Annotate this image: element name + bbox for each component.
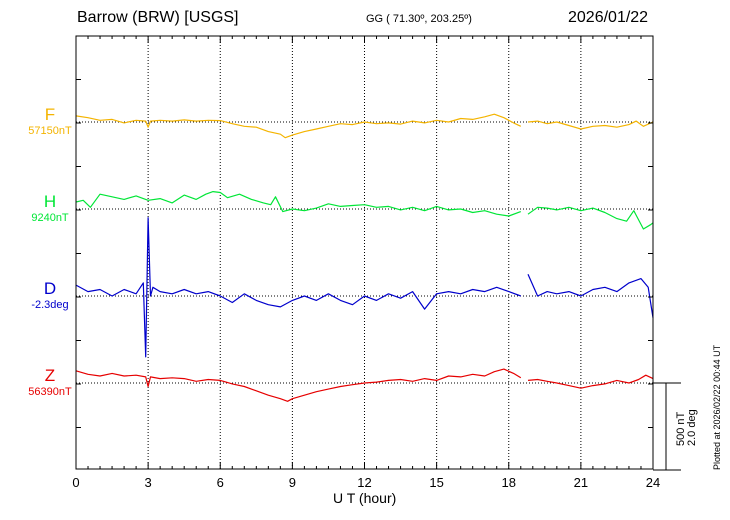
f-name: F <box>44 105 56 124</box>
z-baseline: 56390nT <box>28 386 72 398</box>
station-title: Barrow (BRW) [USGS] <box>77 9 239 26</box>
z-name: Z <box>44 366 56 385</box>
h-name: H <box>43 192 57 211</box>
plot-date: 2026/01/22 <box>568 9 649 26</box>
trace-h-segment-1 <box>75 191 522 217</box>
x-tick-label: 18 <box>502 475 516 490</box>
h-baseline: 9240nT <box>31 212 69 224</box>
d-component-label: D -2.3deg <box>20 279 80 311</box>
f-component-label: F 57150nT <box>20 105 80 137</box>
station-coordinates: GG ( 71.30º, 203.25º) <box>366 13 472 25</box>
x-tick-label: 24 <box>646 475 660 490</box>
trace-z-segment-2 <box>527 374 654 389</box>
grid-lines <box>147 36 582 469</box>
axis-ticks: 0 3 6 9 12 15 18 21 24 <box>72 35 660 490</box>
x-tick-label: 15 <box>429 475 443 490</box>
x-tick-label: 21 <box>574 475 588 490</box>
trace-z-segment-1 <box>75 368 522 402</box>
x-tick-label: 12 <box>357 475 371 490</box>
plotted-timestamp: Plotted at 2026/02/22 00:44 UT <box>712 344 722 470</box>
trace-d-segment-2 <box>527 274 654 318</box>
x-tick-label: 6 <box>217 475 224 490</box>
d-baseline: -2.3deg <box>31 299 69 311</box>
h-component-label: H 9240nT <box>20 192 80 224</box>
x-tick-label: 0 <box>72 475 79 490</box>
d-name: D <box>43 279 57 298</box>
scale-deg-label: 2.0 deg <box>686 409 698 446</box>
x-tick-label: 9 <box>289 475 296 490</box>
z-component-label: Z 56390nT <box>20 366 80 398</box>
x-tick-label: 3 <box>145 475 152 490</box>
f-baseline: 57150nT <box>28 125 72 137</box>
x-axis-label: U T (hour) <box>333 490 397 506</box>
component-traces <box>75 113 654 402</box>
scale-bar <box>653 382 681 471</box>
trace-f-segment-1 <box>75 113 522 139</box>
trace-f-segment-2 <box>527 120 654 130</box>
trace-d-segment-1 <box>75 217 522 358</box>
trace-h-segment-2 <box>527 206 654 230</box>
